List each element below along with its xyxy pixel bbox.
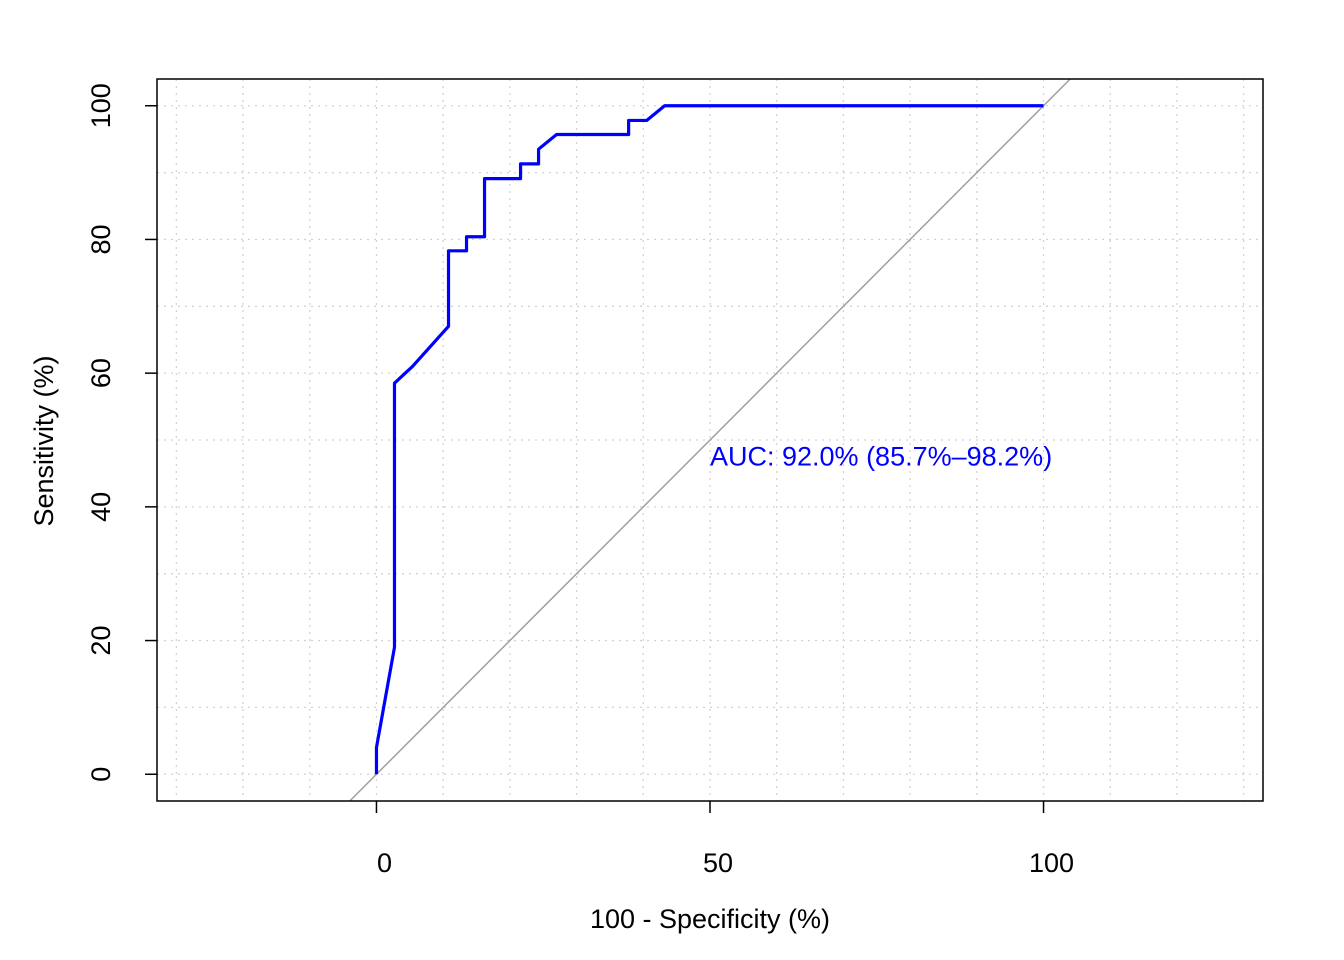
y-axis-title: Sensitivity (%) — [29, 355, 59, 526]
x-tick-label: 50 — [703, 848, 733, 878]
grid-lines — [157, 79, 1263, 801]
y-tick-label: 100 — [86, 83, 116, 128]
auc-annotation: AUC: 92.0% (85.7%–98.2%) — [710, 442, 1052, 472]
x-tick-label: 0 — [377, 848, 392, 878]
axes: 0 50 100 0 20 40 60 80 100 — [86, 83, 1074, 878]
y-tick-label: 40 — [86, 492, 116, 522]
x-axis-title: 100 - Specificity (%) — [590, 904, 830, 934]
y-tick-label: 60 — [86, 358, 116, 388]
diagonal-reference-line — [349, 78, 1071, 802]
x-tick-label: 100 — [1029, 848, 1074, 878]
y-tick-label: 20 — [86, 626, 116, 656]
roc-curve — [374, 104, 1044, 775]
y-tick-label: 80 — [86, 224, 116, 254]
y-tick-label: 0 — [86, 767, 116, 782]
